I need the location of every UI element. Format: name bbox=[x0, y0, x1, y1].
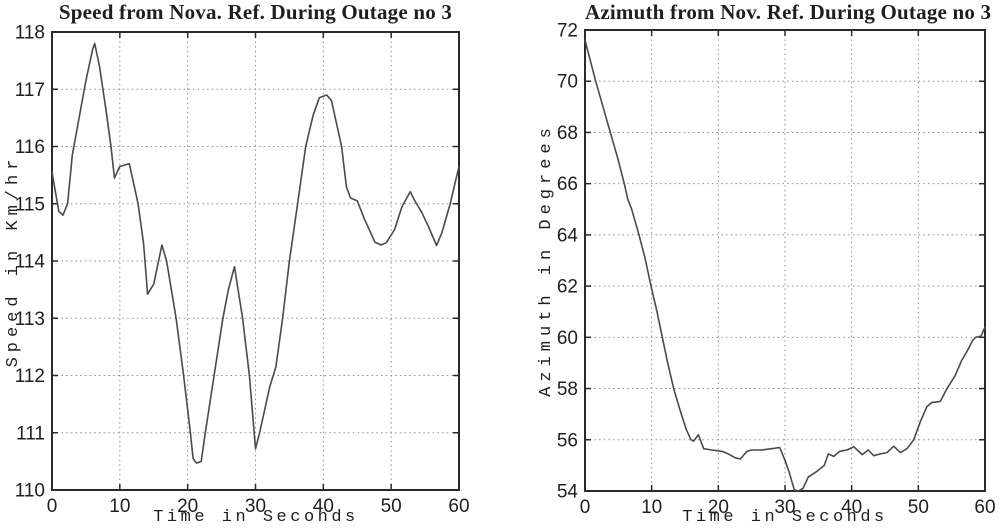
plot-box-border bbox=[584, 29, 986, 492]
x-tick-label: 40 bbox=[313, 496, 334, 517]
x-tick-label: 10 bbox=[109, 496, 130, 517]
y-tick-label: 68 bbox=[557, 123, 578, 144]
y-tick-label: 110 bbox=[15, 481, 45, 502]
x-tick-label: 0 bbox=[580, 497, 591, 518]
y-tick-label: 116 bbox=[15, 137, 45, 158]
y-tick-label: 54 bbox=[557, 482, 579, 503]
y-tick-label: 66 bbox=[557, 174, 578, 195]
y-tick-label: 58 bbox=[557, 379, 578, 400]
y-tick-label: 64 bbox=[557, 225, 579, 246]
x-tick-label: 10 bbox=[641, 497, 662, 518]
x-tick-label: 30 bbox=[245, 496, 266, 517]
y-tick-label: 60 bbox=[557, 328, 578, 349]
speed-y-axis-label: Speed in Km/hr bbox=[4, 154, 23, 368]
x-tick-label: 0 bbox=[47, 496, 58, 517]
azimuth-x-axis-label: Time in Seconds bbox=[682, 508, 888, 527]
data-line bbox=[584, 39, 986, 492]
azimuth-chart-title: Azimuth from Nov. Ref. During Outage no … bbox=[585, 0, 992, 24]
x-tick-label: 60 bbox=[448, 496, 469, 517]
data-line bbox=[51, 42, 460, 464]
speed-x-axis-label: Time in Seconds bbox=[153, 508, 359, 527]
azimuth-chart-canvas: 0 10 20 30 40 50 60 54 56 58 60 62 64 66 68 70 72 bbox=[557, 21, 996, 519]
y-tick-label: 70 bbox=[557, 72, 578, 93]
azimuth-y-axis-label: Azimuth in Degrees bbox=[537, 123, 556, 397]
y-tick-label: 62 bbox=[557, 277, 578, 298]
x-tick-label: 60 bbox=[974, 497, 995, 518]
x-tick-label: 30 bbox=[774, 497, 795, 518]
speed-chart-title: Speed from Nova. Ref. During Outage no 3 bbox=[58, 0, 453, 24]
y-tick-label: 56 bbox=[557, 430, 578, 451]
y-tick-label: 115 bbox=[15, 194, 45, 215]
y-tick-label: 118 bbox=[15, 23, 45, 44]
x-tick-label: 50 bbox=[908, 497, 929, 518]
plot-box-border bbox=[51, 31, 460, 491]
x-tick-label: 20 bbox=[177, 496, 198, 517]
y-tick-label: 117 bbox=[15, 80, 45, 101]
y-tick-label: 111 bbox=[16, 423, 45, 444]
x-tick-label: 50 bbox=[381, 496, 402, 517]
speed-chart-canvas: 0 10 20 30 40 50 60 110 111 112 113 114 115 116 117 118 bbox=[15, 23, 470, 518]
y-tick-label: 112 bbox=[15, 366, 45, 387]
y-tick-label: 113 bbox=[15, 309, 45, 330]
y-tick-label: 114 bbox=[15, 252, 46, 273]
x-tick-label: 20 bbox=[708, 497, 729, 518]
x-tick-label: 40 bbox=[841, 497, 862, 518]
y-tick-label: 72 bbox=[557, 21, 578, 42]
